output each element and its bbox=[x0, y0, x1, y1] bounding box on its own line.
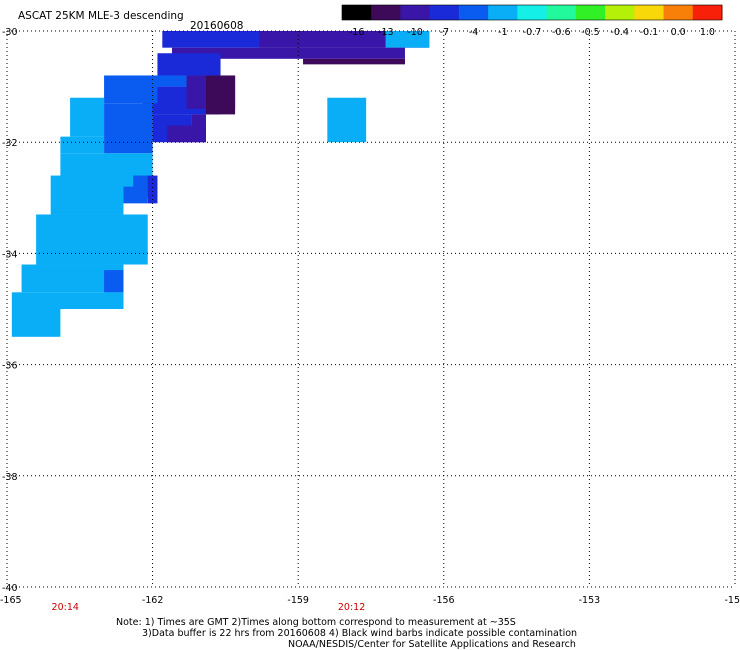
wind-cell bbox=[11, 309, 61, 337]
time-labels: 20:14 20:12 bbox=[52, 602, 366, 613]
chart-date-label: 20160608 bbox=[190, 20, 243, 32]
colorbar-swatch bbox=[488, 5, 518, 20]
x-tick-label: -162 bbox=[142, 595, 164, 606]
time-label: 20:12 bbox=[338, 602, 365, 613]
y-tick-label: -40 bbox=[2, 583, 18, 594]
chart-title: ASCAT 25KM MLE-3 descending bbox=[18, 10, 184, 22]
wind-cell bbox=[60, 136, 105, 154]
y-tick-label: -32 bbox=[2, 138, 18, 149]
colorbar-label: -16 bbox=[349, 27, 365, 38]
colorbar-swatch bbox=[342, 5, 372, 20]
wind-cell bbox=[172, 47, 405, 59]
colorbar-swatch bbox=[605, 5, 635, 20]
wind-cell bbox=[167, 125, 206, 143]
y-tick-label: -34 bbox=[2, 249, 18, 260]
wind-cell bbox=[104, 75, 158, 104]
colorbar-swatch bbox=[371, 5, 401, 20]
colorbar-swatch bbox=[692, 5, 723, 20]
colorbar-label: 1.0 bbox=[700, 27, 715, 38]
note-line-2: 3)Data buffer is 22 hrs from 20160608 4)… bbox=[142, 628, 577, 639]
wind-cell bbox=[104, 270, 124, 293]
colorbar-label: -4 bbox=[469, 27, 478, 38]
wind-cell bbox=[327, 97, 367, 143]
x-tick-label: -159 bbox=[287, 595, 309, 606]
x-tick-label: -153 bbox=[579, 595, 601, 606]
axis-tick-labels: -30 -32 -34 -36 -38 -40-165 -162 -159 -156 -153 -1… bbox=[0, 27, 740, 606]
wind-cell bbox=[303, 58, 405, 65]
note-line-3: NOAA/NESDIS/Center for Satellite Applica… bbox=[288, 639, 576, 650]
colorbar bbox=[341, 4, 723, 21]
colorbar-label: -13 bbox=[378, 27, 394, 38]
colorbar-swatch bbox=[634, 5, 665, 20]
wind-cell bbox=[259, 31, 386, 48]
colorbar-swatch bbox=[517, 5, 548, 20]
note-line-1: Note: 1) Times are GMT 2)Times along bot… bbox=[116, 617, 516, 628]
wind-cell bbox=[123, 186, 148, 204]
colorbar-labels: -16 -13 -10 -7 -4 -1 -0.7 -0.6 -0.5 -0.4 -0.1 0.0 1.… bbox=[349, 27, 715, 38]
colorbar-label: -10 bbox=[407, 27, 423, 38]
wind-cell bbox=[385, 31, 430, 48]
colorbar-frame bbox=[341, 4, 723, 21]
colorbar-swatch bbox=[429, 5, 460, 20]
wind-cell bbox=[108, 75, 221, 87]
wind-cell bbox=[157, 53, 221, 76]
wind-cell bbox=[104, 103, 153, 154]
time-label: 20:14 bbox=[52, 602, 79, 613]
y-tick-label: -36 bbox=[2, 361, 18, 372]
colorbar-label: -7 bbox=[440, 27, 449, 38]
wind-cell bbox=[70, 97, 105, 137]
x-tick-label: -15 bbox=[724, 595, 740, 606]
colorbar-label: -0.5 bbox=[581, 27, 600, 38]
y-tick-label: -38 bbox=[2, 472, 18, 483]
wind-cell bbox=[50, 175, 124, 215]
colorbar-swatch bbox=[663, 5, 694, 20]
wind-cell bbox=[147, 175, 158, 204]
colorbar-swatch bbox=[458, 5, 489, 20]
colorbar-label: -1 bbox=[498, 27, 507, 38]
colorbar-label: -0.7 bbox=[523, 27, 542, 38]
wind-cell bbox=[36, 214, 148, 265]
colorbar-label: -0.1 bbox=[640, 27, 659, 38]
colorbar-swatch bbox=[546, 5, 577, 20]
x-tick-label: -156 bbox=[433, 595, 455, 606]
colorbar-swatch bbox=[575, 5, 606, 20]
y-tick-label: -30 bbox=[2, 27, 18, 38]
grid-lines bbox=[6, 30, 736, 588]
x-tick-label: -165 bbox=[0, 595, 22, 606]
colorbar-label: 0.0 bbox=[671, 27, 686, 38]
colorbar-label: -0.4 bbox=[610, 27, 629, 38]
wind-cell bbox=[205, 75, 236, 115]
wind-cell bbox=[11, 292, 124, 309]
wind-cells bbox=[11, 31, 430, 337]
colorbar-label: -0.6 bbox=[552, 27, 571, 38]
colorbar-swatch bbox=[400, 5, 431, 20]
